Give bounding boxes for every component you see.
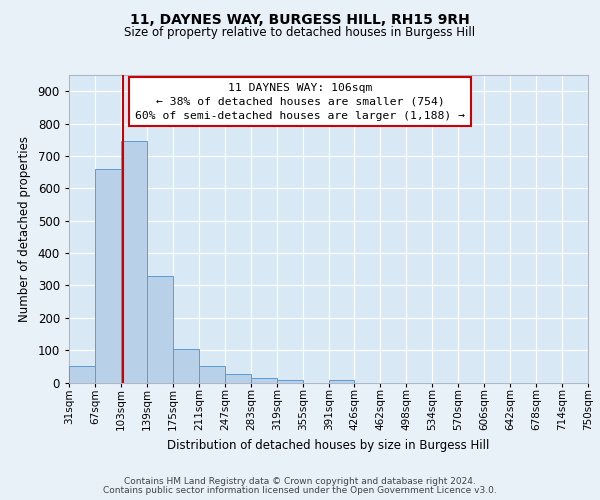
Text: Contains HM Land Registry data © Crown copyright and database right 2024.: Contains HM Land Registry data © Crown c… [124, 477, 476, 486]
Bar [329, 380, 355, 382]
Bar [121, 142, 147, 382]
X-axis label: Distribution of detached houses by size in Burgess Hill: Distribution of detached houses by size … [167, 438, 490, 452]
Text: Size of property relative to detached houses in Burgess Hill: Size of property relative to detached ho… [124, 26, 476, 39]
Bar [251, 378, 277, 382]
Bar [277, 380, 302, 382]
Text: Contains public sector information licensed under the Open Government Licence v3: Contains public sector information licen… [103, 486, 497, 495]
Y-axis label: Number of detached properties: Number of detached properties [18, 136, 31, 322]
Text: 11 DAYNES WAY: 106sqm
← 38% of detached houses are smaller (754)
60% of semi-det: 11 DAYNES WAY: 106sqm ← 38% of detached … [135, 82, 465, 120]
Bar [147, 276, 173, 382]
Bar [69, 366, 95, 382]
Bar [173, 348, 199, 382]
Bar [225, 374, 251, 382]
Text: 11, DAYNES WAY, BURGESS HILL, RH15 9RH: 11, DAYNES WAY, BURGESS HILL, RH15 9RH [130, 14, 470, 28]
Bar [199, 366, 225, 382]
Bar [95, 169, 121, 382]
